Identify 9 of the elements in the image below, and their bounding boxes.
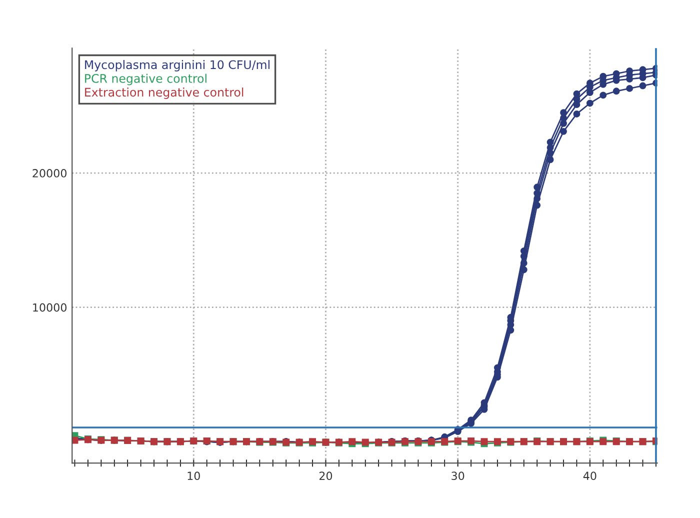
- y-tick-label: 20000: [32, 169, 66, 178]
- x-tick-label: 30: [452, 472, 464, 480]
- text: Mycoplasma arginini 10 CFU/ml: [85, 60, 270, 72]
- x-tick-label: 40: [583, 472, 596, 480]
- x-tick-label: 20: [319, 472, 332, 480]
- x-tick-label: 10: [188, 472, 200, 480]
- text: PCR negative control: [85, 74, 206, 86]
- y-tick-label: 10000: [33, 303, 66, 312]
- text: Extraction negative control: [85, 88, 244, 99]
